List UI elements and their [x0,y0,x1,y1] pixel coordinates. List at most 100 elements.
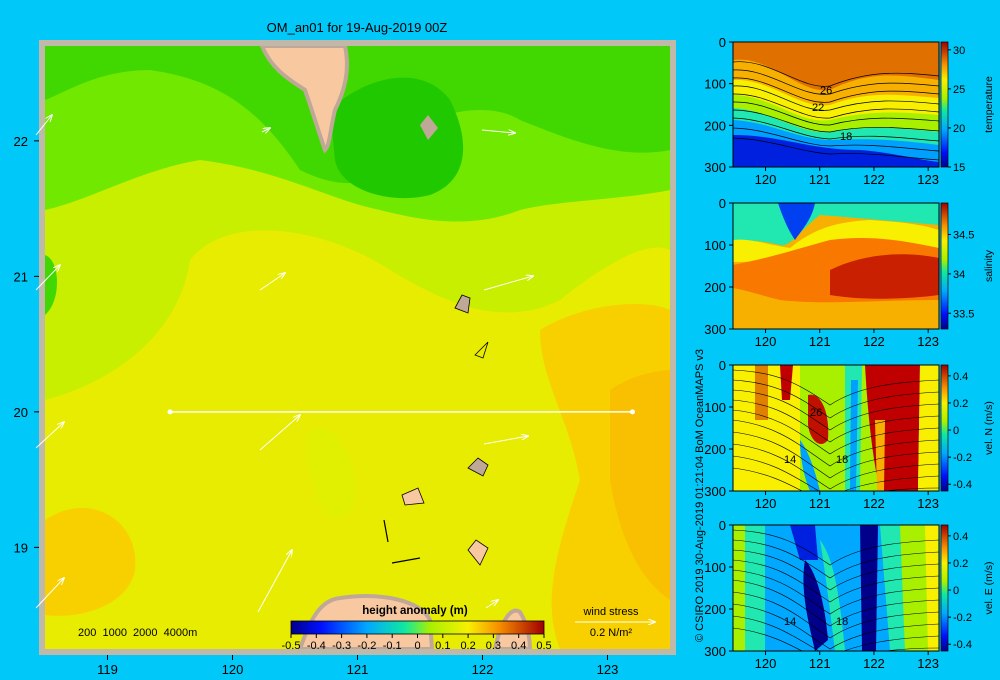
map-y-tick-label: 20 [14,405,28,420]
section-y-tick-label: 300 [704,160,726,175]
section-colorbar-tick-label: 0.4 [953,371,968,383]
section-colorbar-tick-label: 20 [953,123,965,135]
section-x-tick-label: 123 [917,656,939,671]
velE-section: 14 18 [732,524,940,652]
velE-colorbar [940,524,949,652]
wind-vector [483,276,533,291]
temperature-colorbar [940,41,949,168]
colorbar-tick-label: 0.3 [486,640,501,652]
section-colorbar-tick-label: -0.2 [953,612,972,624]
section-x-tick-label: 120 [755,656,777,671]
height-anomaly-map: 119 120 121 122 123 22 21 20 19 [14,40,676,677]
section-x-tick-label: 121 [809,496,831,511]
map-y-axis: 22 21 20 19 [14,134,39,555]
salinity-colorbar-label: salinity [983,249,995,282]
map-y-tick-label: 21 [14,269,28,284]
wind-vector [257,550,292,613]
temp-band [733,135,939,167]
section-colorbar-tick-label: 30 [953,45,965,57]
section-start-marker [167,409,173,415]
contour-label: 18 [840,131,852,143]
field-contour-yellow [45,230,670,649]
section-x-tick-label: 122 [863,334,885,349]
wind-vector [485,600,498,609]
wind-vector [483,436,528,445]
section-colorbar-tick-label: 15 [953,162,965,174]
section-y-tick-label: 200 [704,280,726,295]
field-contour-light-center [305,428,355,519]
temperature-colorbar-label: temperature [983,76,995,133]
wind-stress-vectors [35,115,533,613]
section-colorbar-tick-label: 0 [953,425,959,437]
wind-stress-label: wind stress [582,606,639,618]
section-y-tick-label: 200 [704,118,726,133]
wind-vector [259,415,300,451]
section-colorbar-tick-label: 34 [953,269,965,281]
section-y-tick-label: 200 [704,442,726,457]
section-colorbar-tick-label: 0.4 [953,531,968,543]
colorbar-tick-label: -0.1 [383,640,402,652]
colorbar-tick-label: -0.4 [307,640,326,652]
section-x-tick-label: 122 [863,172,885,187]
section-colorbar-tick-label: -0.4 [953,639,972,651]
velN-section: 26 14 18 [732,364,940,492]
temperature-axes: 120 121 122 123 0 100 200 300 30 25 20 15 temperatur… [704,35,995,187]
map-y-tick-label: 19 [14,540,28,555]
velN-axes: 120 121 122 123 0 100 200 300 0.4 0.2 0 -0.2 -0.4 vel… [704,358,995,511]
section-y-tick-label: 0 [719,35,726,50]
section-x-tick-label: 120 [755,496,777,511]
section-x-tick-label: 122 [863,496,885,511]
island-3 [474,341,489,359]
map-x-tick-label: 122 [472,662,494,677]
island-8 [391,557,421,564]
colorbar-ticks: -0.5 -0.4 -0.3 -0.2 -0.1 0 0.1 0.2 0.3 0.4 0.5 [282,634,552,652]
wind-vector [259,273,285,291]
section-x-tick-label: 120 [755,172,777,187]
colorbar-tick-label: 0.5 [536,640,551,652]
colorbar-tick-label: -0.5 [282,640,301,652]
section-y-tick-label: 100 [704,238,726,253]
colorbar-tick-label: 0 [414,640,420,652]
section-line [167,409,635,415]
section-x-tick-label: 123 [917,172,939,187]
contour-label: 26 [810,407,822,419]
wind-vector [35,115,52,136]
contour-label: 18 [836,616,848,628]
salinity-section [732,202,940,330]
height-anomaly-colorbar: height anomaly (m) -0.5 -0.4 -0.3 -0.2 -0.1 0… [282,605,552,652]
field-contour-orange-east2 [610,370,670,600]
section-x-tick-label: 121 [809,656,831,671]
wind-vector [35,422,64,449]
map-x-tick-label: 121 [347,662,369,677]
contour-label: 14 [784,616,796,628]
colorbar-title: height anomaly (m) [362,605,468,617]
section-x-tick-label: 120 [755,334,777,349]
sal-band [778,203,815,240]
field-contour-green-dark [330,77,464,199]
section-y-tick-label: 300 [704,322,726,337]
sal-band [830,254,939,299]
colorbar-tick-label: 0.2 [460,640,475,652]
contour-label: 14 [784,454,796,466]
section-x-tick-label: 122 [863,656,885,671]
island-2 [454,294,471,314]
wind-vector [261,128,270,132]
colorbar-fill [290,620,545,635]
island-5 [401,487,425,506]
wind-vector [481,130,515,133]
map-title: OM_an01 for 19-Aug-2019 00Z [267,20,448,35]
colorbar-tick-label: 0.1 [435,640,450,652]
colorbar-tick-label: 0.4 [511,640,526,652]
temperature-section: 26 22 18 [732,41,940,168]
section-colorbar-tick-label: 25 [953,84,965,96]
section-x-tick-label: 121 [809,172,831,187]
map-x-tick-label: 123 [597,662,619,677]
section-y-tick-label: 100 [704,400,726,415]
section-y-tick-label: 300 [704,484,726,499]
section-y-tick-label: 200 [704,602,726,617]
section-colorbar-tick-label: -0.2 [953,452,972,464]
section-colorbar-tick-label: 34.5 [953,230,974,242]
velN-colorbar-label: vel. N (m/s) [983,401,995,455]
contour-label: 18 [836,454,848,466]
depth-legend: 200 1000 2000 4000m [78,627,197,639]
